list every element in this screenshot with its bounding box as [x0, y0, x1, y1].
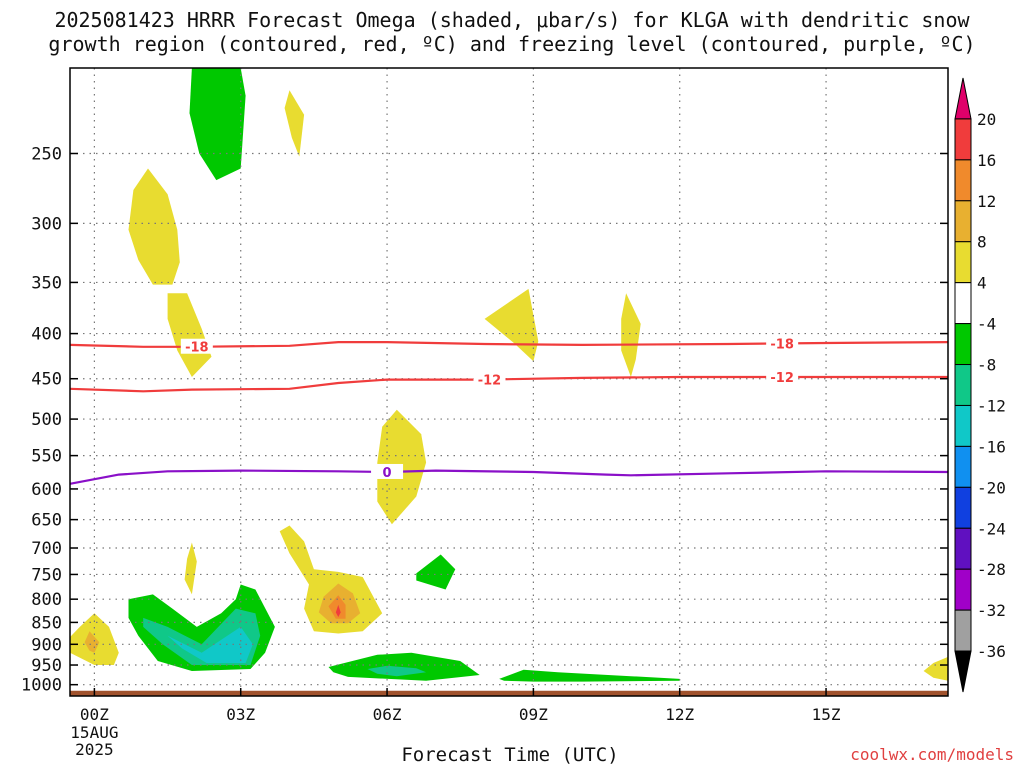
contour-label-bg-0-1	[766, 335, 799, 351]
colorbar-swatch-10	[954, 486, 972, 529]
x-tick-sublabel-0: 15AUG	[70, 723, 118, 742]
chart-title: 2025081423 HRRR Forecast Omega (shaded, …	[0, 8, 1024, 56]
x-tick-label-15Z: 15Z	[812, 705, 841, 724]
colorbar-swatch-4	[954, 241, 972, 284]
plot-frame	[69, 67, 949, 697]
contour-line-2	[69, 469, 949, 485]
omega-region-3	[167, 293, 212, 377]
contour-line-1	[69, 375, 948, 393]
omega-region-18	[328, 652, 480, 681]
plot-background	[70, 68, 948, 696]
colorbar-label-12: -32	[977, 601, 1006, 620]
y-tick-label-250: 250	[31, 144, 62, 164]
chart-title-line-2: growth region (contoured, red, ºC) and f…	[48, 32, 976, 56]
colorbar-label-2: 12	[977, 192, 996, 211]
x-tick-label-00Z: 00Z	[80, 705, 109, 724]
credit-link[interactable]: coolwx.com/models	[850, 745, 1014, 764]
colorbar-swatch-14	[954, 650, 972, 693]
colorbar-label-10: -24	[977, 519, 1006, 538]
x-tick-label-06Z: 06Z	[373, 705, 402, 724]
colorbar-swatch-0	[954, 77, 972, 120]
omega-region-4	[484, 288, 539, 362]
y-tick-label-700: 700	[31, 539, 62, 559]
colorbar-label-9: -20	[977, 478, 1006, 497]
colorbar-label-3: 8	[977, 233, 987, 252]
x-tick-label-09Z: 09Z	[519, 705, 548, 724]
contour-label-1-0: -12	[478, 373, 502, 388]
y-tick-label-750: 750	[31, 565, 62, 585]
y-tick-label-350: 350	[31, 273, 62, 293]
y-tick-label-900: 900	[31, 635, 62, 655]
colorbar-label-5: -4	[977, 315, 996, 334]
colorbar-swatch-6	[954, 323, 972, 366]
contour-label-2-0: 0	[383, 466, 392, 481]
colorbar-swatch-7	[954, 364, 972, 406]
contour-label-bg-1-1	[766, 369, 799, 385]
y-tick-label-600: 600	[31, 480, 62, 500]
colorbar-swatch-1	[954, 118, 972, 161]
colorbar-swatch-13	[954, 609, 972, 652]
omega-region-1	[284, 90, 305, 157]
contour-label-bg-0-0	[180, 338, 213, 354]
omega-region-13	[84, 631, 100, 653]
y-tick-label-650: 650	[31, 511, 62, 531]
contour-label-0-0: -18	[185, 341, 209, 356]
colorbar-label-0: 20	[977, 110, 996, 129]
omega-region-19	[367, 665, 427, 677]
contour-line-0	[69, 341, 949, 348]
colorbar-swatch-3	[954, 200, 972, 243]
colorbar-swatch-2	[954, 159, 972, 202]
colorbar-label-1: 16	[977, 151, 996, 170]
colorbar-swatch-11	[954, 527, 972, 570]
omega-region-2	[128, 168, 180, 285]
x-axis-title: Forecast Time (UTC)	[401, 744, 619, 766]
x-tick-sublabel-1: 2025	[75, 740, 114, 759]
y-tick-label-800: 800	[31, 590, 62, 610]
colorbar-label-8: -16	[977, 437, 1006, 456]
omega-region-20	[499, 669, 680, 682]
contour-label-bg-1-0	[473, 371, 506, 387]
colorbar-label-11: -28	[977, 560, 1006, 579]
x-tick-label-03Z: 03Z	[226, 705, 255, 724]
colorbar-label-13: -36	[977, 642, 1006, 661]
y-tick-label-550: 550	[31, 447, 62, 467]
y-tick-label-1000: 1000	[21, 676, 62, 696]
omega-region-0	[189, 68, 246, 181]
omega-region-11	[335, 604, 341, 617]
contour-label-0-1: -18	[770, 337, 794, 352]
colorbar-swatch-5	[954, 282, 972, 325]
x-tick-label-12Z: 12Z	[665, 705, 694, 724]
omega-region-10	[328, 595, 346, 619]
y-tick-label-850: 850	[31, 613, 62, 633]
omega-region-21	[923, 656, 948, 681]
colorbar-swatch-9	[954, 445, 972, 488]
y-tick-label-300: 300	[31, 214, 62, 234]
chart-title-line-1: 2025081423 HRRR Forecast Omega (shaded, …	[54, 8, 970, 32]
contour-label-bg-2-0	[371, 463, 404, 479]
y-tick-label-950: 950	[31, 656, 62, 676]
omega-region-7	[184, 542, 197, 595]
colorbar-label-6: -8	[977, 356, 996, 375]
contour-label-1-1: -12	[770, 371, 794, 386]
colorbar-swatch-8	[954, 404, 972, 447]
ground-surface	[70, 690, 948, 696]
colorbar-swatch-12	[954, 568, 972, 611]
y-tick-label-450: 450	[31, 370, 62, 390]
omega-region-16	[167, 626, 253, 663]
colorbar-label-4: 4	[977, 274, 987, 293]
omega-region-5	[621, 293, 641, 377]
omega-region-17	[416, 554, 456, 590]
y-tick-label-400: 400	[31, 325, 62, 345]
colorbar-label-7: -12	[977, 396, 1006, 415]
y-tick-label-500: 500	[31, 410, 62, 430]
